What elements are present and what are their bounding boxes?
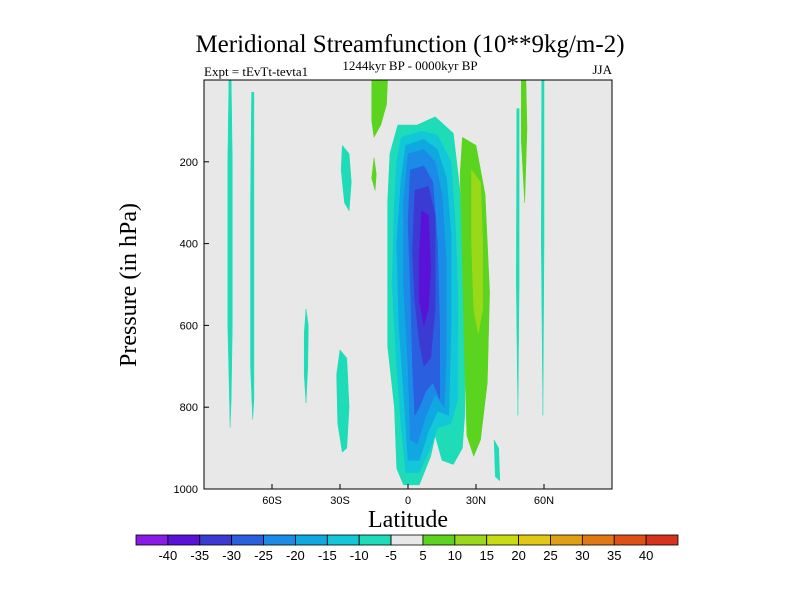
colorbar-label: -40 [158, 548, 177, 563]
y-axis-label: Pressure (in hPa) [116, 203, 142, 367]
colorbar-label: -25 [254, 548, 273, 563]
contour-neg-5-sh-30-upper [340, 145, 352, 212]
colorbar-label: 40 [639, 548, 653, 563]
contour-neg-5-sh-strip1 [227, 79, 233, 428]
contour-pos-10-nh [471, 169, 484, 334]
y-tick-label: 600 [180, 320, 198, 332]
colorbar-label: -15 [318, 548, 337, 563]
colorbar-swatch [518, 534, 551, 546]
colorbar-swatch [390, 534, 424, 546]
x-tick-label: 60N [534, 495, 554, 507]
colorbar-label: -20 [286, 548, 305, 563]
y-tick-label: 1000 [174, 484, 198, 496]
chart-subtitle: 1244kyr BP - 0000kyr BP [342, 58, 477, 73]
colorbar-swatch [135, 534, 169, 546]
contour-neg-5-sh-strip2 [250, 92, 255, 420]
colorbar-label: 35 [607, 548, 621, 563]
colorbar-label: -30 [222, 548, 241, 563]
chart-title: Meridional Streamfunction (10**9kg/m-2) [195, 31, 624, 58]
contour-neg-5-sh-50 [303, 308, 309, 404]
contour-fills [227, 79, 545, 486]
colorbar-swatch [167, 534, 201, 546]
x-tick-label: 60S [262, 495, 282, 507]
x-tick-label: 30S [330, 495, 350, 507]
y-tick-label: 200 [180, 157, 198, 169]
colorbar-label: 5 [419, 548, 426, 563]
colorbar-label: 20 [511, 548, 525, 563]
colorbar-swatch [422, 534, 456, 546]
colorbar-swatch [550, 534, 583, 546]
colorbar-swatch [326, 534, 360, 546]
season-label: JJA [592, 62, 612, 77]
colorbar-label: -10 [350, 548, 369, 563]
colorbar-label: 15 [479, 548, 493, 563]
colorbar: -40 -35 -30 -25 -20 -15 -10 -5 5 10 15 20 25 30 35 40 [135, 534, 679, 563]
colorbar-swatch [454, 534, 488, 546]
contour-neg-5-nh-strip-a [516, 108, 520, 416]
colorbar-label: 25 [543, 548, 557, 563]
colorbar-label: -35 [190, 548, 209, 563]
colorbar-swatch [295, 534, 328, 546]
x-tick-label: 0 [405, 495, 411, 507]
contour-neg-5-nh-lower [493, 439, 501, 482]
contour-neg-5-sh-30-lower [336, 349, 350, 453]
y-tick-label: 400 [180, 239, 198, 251]
colorbar-label: 10 [448, 548, 462, 563]
axis-ticks: 60S 30S 0 30N 60N 200 400 600 800 1000 [174, 157, 555, 507]
colorbar-swatch [199, 534, 233, 546]
colorbar-swatch [613, 534, 647, 546]
colorbar-swatch [645, 534, 679, 546]
colorbar-swatch [581, 534, 615, 546]
y-tick-label: 800 [180, 402, 198, 414]
contour-neg-35 [419, 210, 431, 326]
colorbar-swatch [263, 534, 296, 546]
colorbar-swatch [486, 534, 519, 546]
x-axis-label: Latitude [368, 507, 448, 533]
experiment-label: Expt = tEvTt-tevta1 [204, 64, 308, 79]
colorbar-label: -5 [385, 548, 397, 563]
colorbar-swatch [231, 534, 264, 546]
colorbar-label: 30 [575, 548, 589, 563]
colorbar-swatch [358, 534, 392, 546]
x-tick-label: 30N [466, 495, 486, 507]
contour-pos-5-mid [371, 157, 377, 191]
